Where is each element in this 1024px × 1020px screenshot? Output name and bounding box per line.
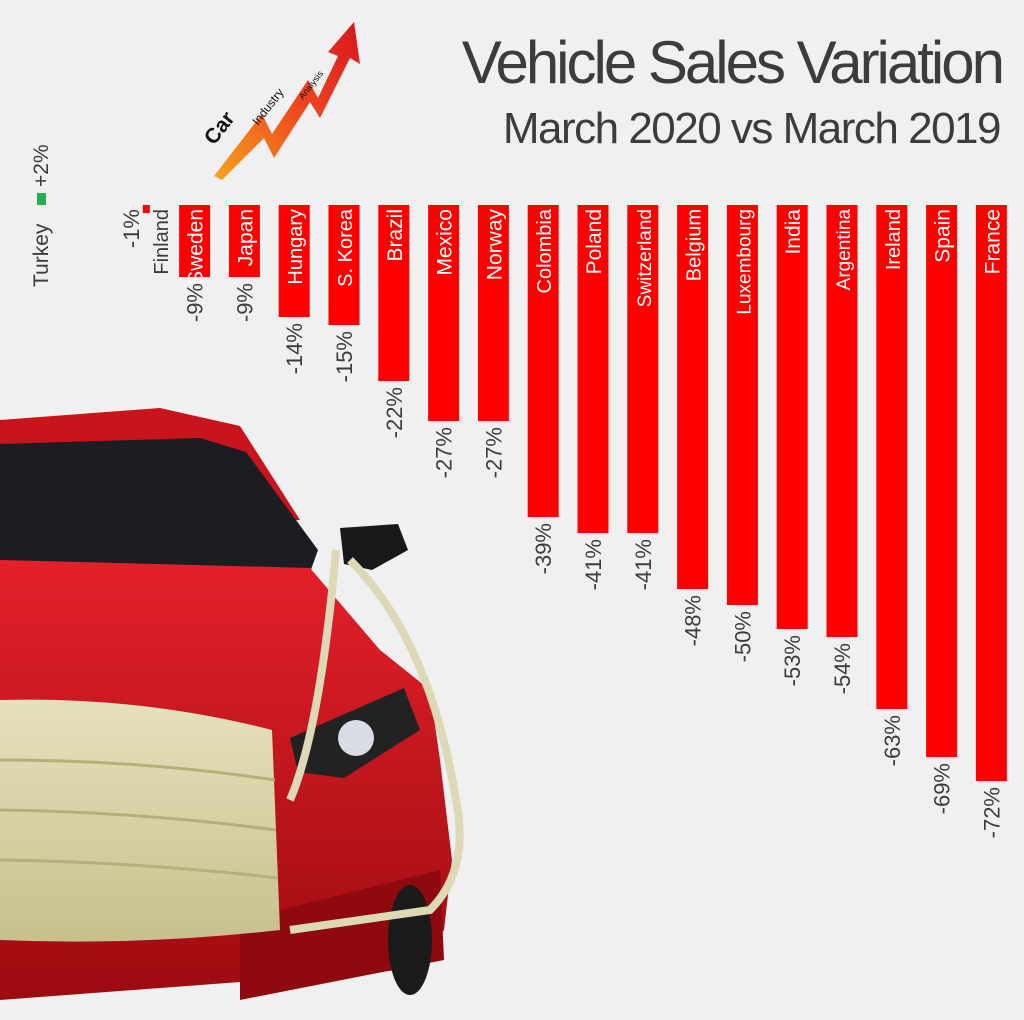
bar-sweden	[179, 205, 211, 277]
value-label-japan: -9%	[232, 283, 257, 322]
bar-poland	[577, 205, 609, 533]
mask-pleats	[0, 758, 279, 880]
category-label-s-korea: S. Korea	[335, 208, 357, 287]
bar-spain	[926, 205, 958, 757]
bar-colombia	[527, 205, 559, 517]
value-label-s-korea: -15%	[332, 331, 357, 382]
bar-belgium	[677, 205, 709, 589]
value-label-norway: -27%	[481, 427, 506, 478]
bar-luxembourg	[726, 205, 758, 605]
bar-ireland	[876, 205, 908, 709]
category-label-switzerland: Switzerland	[635, 209, 656, 307]
category-label-japan: Japan	[234, 209, 257, 266]
car-with-face-mask-illustration	[0, 408, 464, 1000]
category-label-norway: Norway	[483, 209, 506, 281]
value-label-belgium: -48%	[681, 595, 706, 646]
bar-s-korea	[328, 205, 360, 325]
bar-series: Turkey+2%Finland-1% Sweden-9%Japan-9%Hung…	[30, 144, 1007, 838]
value-label-france: -72%	[979, 787, 1004, 838]
category-label-colombia: Colombia	[534, 208, 556, 293]
car-industry-analysis-logo: Car Industry Analysis	[200, 22, 360, 180]
category-label-finland: Finland	[151, 209, 173, 275]
category-label-poland: Poland	[583, 209, 606, 274]
value-label-poland: -41%	[581, 539, 606, 590]
bar-switzerland	[627, 205, 659, 533]
value-label-ireland: -63%	[880, 715, 905, 766]
value-label-finland: -1%	[119, 209, 144, 248]
bar-japan	[228, 205, 260, 277]
category-label-france: France	[981, 209, 1004, 274]
bar-norway	[477, 205, 509, 421]
car-mirror	[340, 524, 408, 570]
value-label-sweden: -9%	[183, 283, 208, 322]
bar-finland	[142, 205, 150, 213]
value-label-switzerland: -41%	[631, 539, 656, 590]
category-label-brazil: Brazil	[384, 209, 407, 262]
chart-subtitle: March 2020 vs March 2019	[502, 104, 1002, 153]
category-label-sweden: Sweden	[185, 209, 208, 285]
value-label-spain: -69%	[930, 763, 955, 814]
value-label-luxembourg: -50%	[730, 611, 755, 662]
logo-zigzag-arrow	[214, 22, 360, 180]
category-label-hungary: Hungary	[285, 209, 307, 285]
car-windshield	[0, 438, 318, 578]
mask-strap	[286, 549, 464, 934]
category-label-spain: Spain	[932, 209, 955, 263]
bar-india	[776, 205, 808, 629]
bar-hungary	[278, 205, 310, 317]
category-label-mexico: Mexico	[434, 209, 457, 276]
category-label-belgium: Belgium	[684, 209, 706, 281]
bar-turkey	[37, 193, 46, 205]
chart-title: Vehicle Sales Variation	[461, 29, 1005, 96]
value-label-india: -53%	[780, 635, 805, 686]
bar-argentina	[826, 205, 858, 637]
category-label-india: India	[782, 209, 805, 255]
category-label-ireland: Ireland	[883, 209, 905, 270]
value-label-argentina: -54%	[830, 643, 855, 694]
car-headlight-lamp	[338, 720, 374, 756]
bar-france	[975, 205, 1007, 781]
value-label-colombia: -39%	[531, 523, 556, 574]
category-label-turkey: Turkey	[30, 223, 53, 287]
category-label-argentina: Argentina	[834, 209, 855, 291]
value-label-hungary: -14%	[282, 323, 307, 374]
value-label-mexico: -27%	[432, 427, 457, 478]
bar-brazil	[378, 205, 410, 381]
bar-mexico	[428, 205, 460, 421]
value-label-turkey: +2%	[30, 144, 53, 187]
category-label-luxembourg: Luxembourg	[734, 209, 755, 315]
value-label-brazil: -22%	[382, 387, 407, 438]
